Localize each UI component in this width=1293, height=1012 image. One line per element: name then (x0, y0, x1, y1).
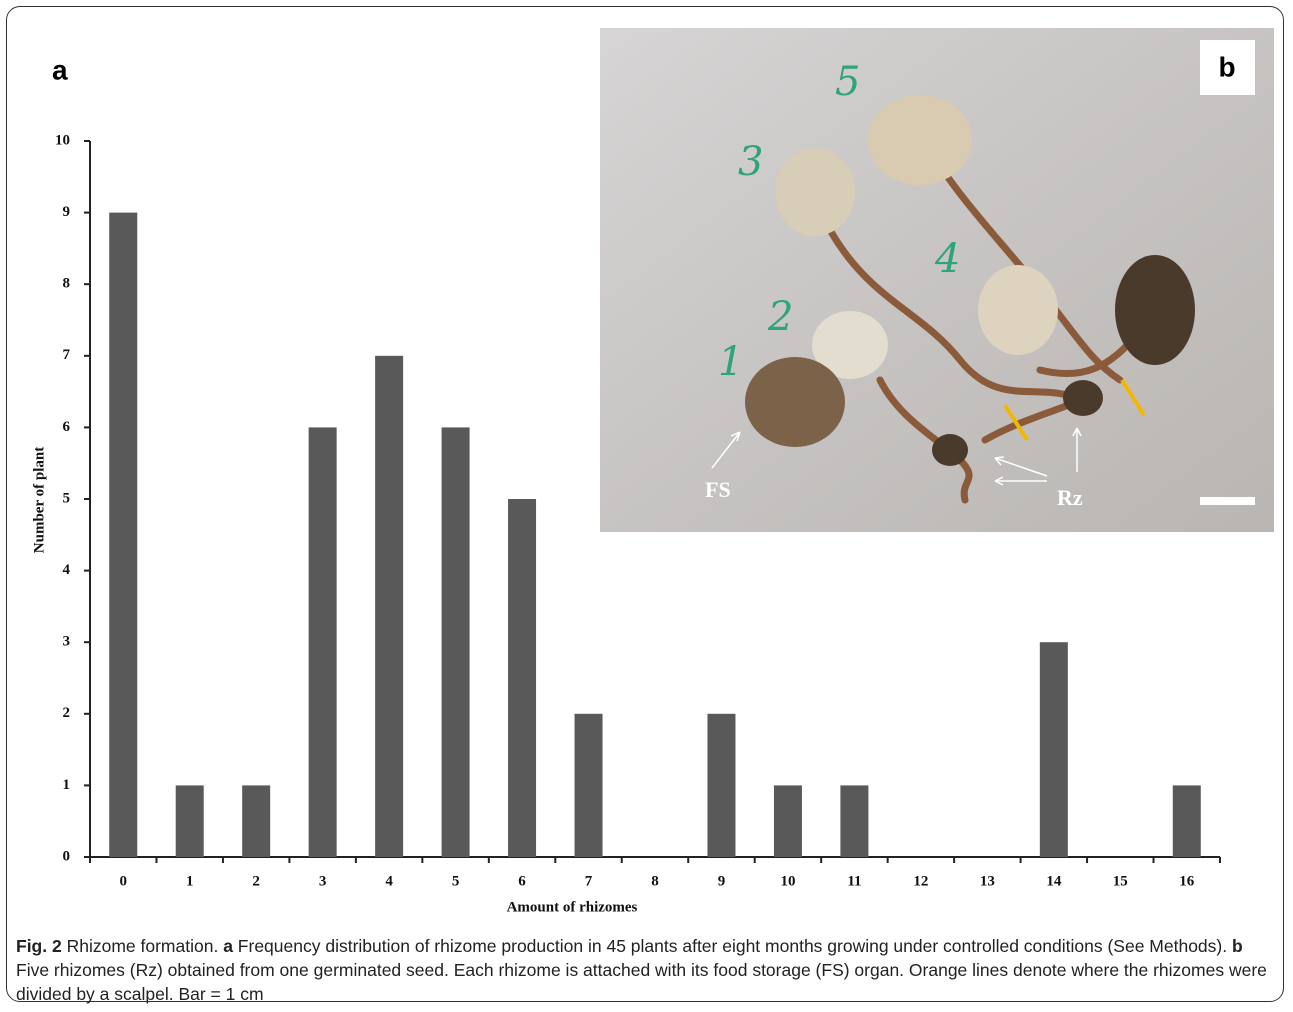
x-tick-label: 9 (718, 873, 726, 889)
y-tick-label: 7 (63, 347, 71, 363)
x-tick-label: 2 (252, 873, 260, 889)
bar (774, 785, 802, 857)
x-tick-label: 16 (1179, 873, 1195, 889)
hand-number: 4 (934, 236, 960, 282)
hand-number: 3 (738, 139, 763, 185)
bar (442, 427, 470, 857)
tuber (775, 148, 855, 236)
x-tick-label: 6 (518, 873, 526, 889)
bar (1173, 785, 1201, 857)
y-tick-label: 0 (63, 848, 71, 864)
figure: a Amount of rhizomes Number of plant 1 2… (0, 0, 1293, 1012)
tuber (978, 265, 1058, 355)
bar (176, 785, 204, 857)
bar (575, 714, 603, 857)
y-tick-label: 6 (63, 419, 71, 435)
caption-panel: a (223, 936, 233, 956)
x-tick-label: 8 (651, 873, 659, 889)
x-tick-label: 1 (186, 873, 194, 889)
y-tick-label: 4 (63, 562, 71, 578)
x-tick-label: 11 (847, 873, 861, 889)
bar (508, 499, 536, 857)
rhizome (1115, 255, 1195, 365)
x-tick-label: 14 (1046, 873, 1062, 889)
hand-number: 5 (835, 59, 860, 105)
x-tick-label: 0 (119, 873, 127, 889)
x-tick-label: 7 (585, 873, 593, 889)
x-tick-label: 3 (319, 873, 327, 889)
bar (309, 427, 337, 857)
rhizome (1063, 380, 1103, 416)
x-tick-label: 5 (452, 873, 460, 889)
page: a Amount of rhizomes Number of plant 1 2… (0, 0, 1293, 1012)
y-tick-label: 3 (63, 634, 71, 650)
y-axis-title: Number of plant (31, 447, 47, 553)
caption-fig: Fig. 2 (16, 936, 62, 956)
tuber (868, 95, 972, 185)
photo-label: FS (705, 477, 731, 502)
y-tick-label: 1 (63, 777, 71, 793)
y-tick-label: 8 (63, 276, 71, 292)
y-tick-label: 10 (55, 132, 70, 148)
panel-label: b (1218, 51, 1235, 82)
caption-text: Five rhizomes (Rz) obtained from one ger… (16, 960, 1267, 1004)
y-tick-label: 5 (63, 490, 71, 506)
x-tick-label: 13 (980, 873, 995, 889)
tuber (745, 357, 845, 447)
x-tick-label: 12 (913, 873, 928, 889)
x-axis-title: Amount of rhizomes (507, 899, 638, 915)
bar (375, 356, 403, 857)
bar (840, 785, 868, 857)
caption-text: Frequency distribution of rhizome produc… (238, 936, 1227, 956)
scale-bar (1200, 497, 1255, 505)
bar (707, 714, 735, 857)
x-tick-label: 15 (1113, 873, 1128, 889)
rhizome (932, 434, 968, 466)
caption: Fig. 2 Rhizome formation. a Frequency di… (16, 934, 1278, 1006)
photo: 1 2 3 4 5 FS Rz b (600, 28, 1274, 532)
caption-title: Rhizome formation. (67, 936, 219, 956)
bar (242, 785, 270, 857)
y-tick-label: 2 (63, 705, 71, 721)
y-tick-label: 9 (63, 204, 71, 220)
bar (1040, 642, 1068, 857)
x-tick-label: 4 (385, 873, 393, 889)
caption-panel: b (1232, 936, 1243, 956)
bar (109, 213, 137, 857)
x-tick-label: 10 (780, 873, 795, 889)
hand-number: 1 (718, 339, 743, 385)
panel-label: a (52, 54, 68, 85)
photo-label: Rz (1057, 485, 1083, 510)
hand-number: 2 (767, 294, 793, 340)
